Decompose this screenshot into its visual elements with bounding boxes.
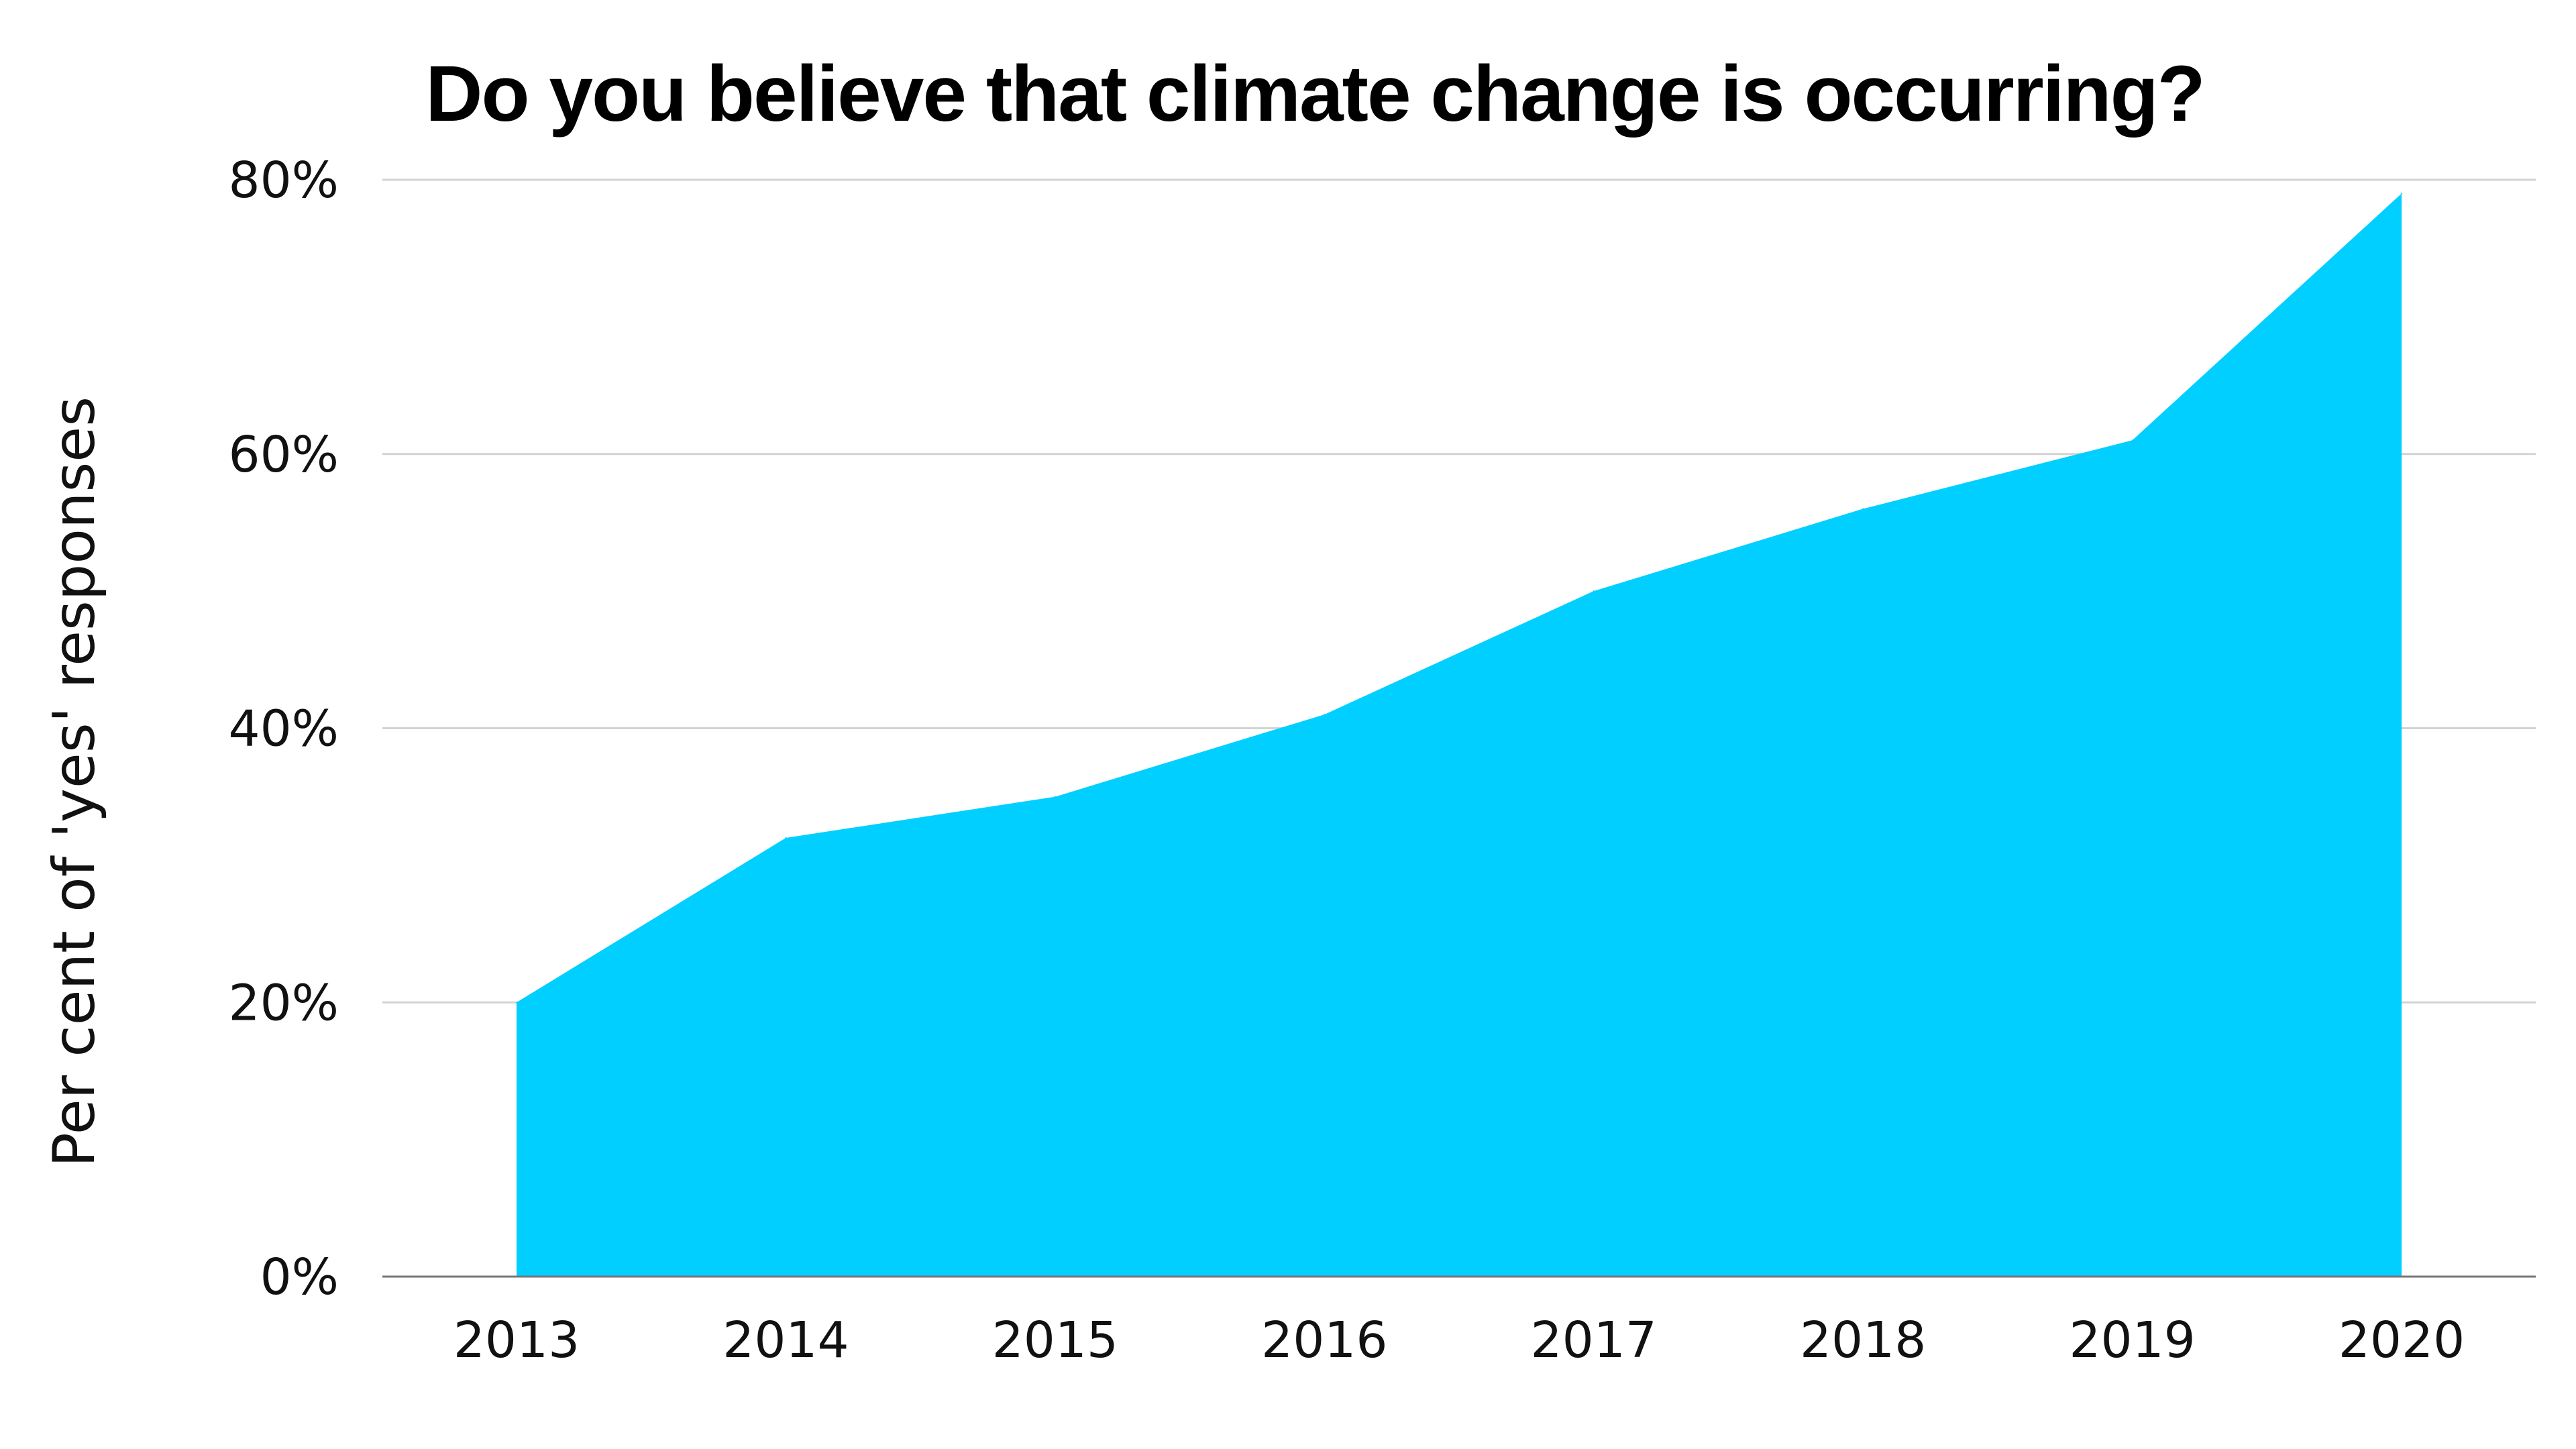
- x-axis-ticks: 2013 2014 2015 2016 2017 2018 2019 2020: [453, 1311, 2465, 1369]
- x-tick-label: 2013: [453, 1311, 580, 1369]
- x-tick-label: 2014: [722, 1311, 849, 1369]
- data-point-2014: [785, 837, 787, 839]
- x-tick-label: 2019: [2069, 1311, 2195, 1369]
- x-tick-label: 2016: [1261, 1311, 1387, 1369]
- y-tick-label: 40%: [229, 700, 339, 758]
- x-tick-label: 2015: [992, 1311, 1118, 1369]
- data-point-2016: [1324, 714, 1326, 716]
- y-tick-label: 0%: [260, 1248, 339, 1306]
- y-axis-label: Per cent of 'yes' responses: [41, 396, 108, 1167]
- data-point-2013: [516, 1002, 517, 1004]
- data-point-2018: [1862, 508, 1864, 510]
- data-point-2020: [2401, 193, 2402, 195]
- area-fill: [517, 193, 2402, 1277]
- x-tick-label: 2017: [1531, 1311, 1657, 1369]
- y-tick-label: 60%: [229, 426, 339, 484]
- y-tick-label: 20%: [229, 974, 339, 1032]
- area-series: [516, 193, 2402, 1277]
- data-point-2015: [1054, 796, 1056, 798]
- data-point-2019: [2131, 439, 2133, 441]
- y-axis-ticks: 0% 20% 40% 60% 80%: [229, 152, 339, 1306]
- data-point-2017: [1593, 590, 1595, 592]
- x-tick-label: 2020: [2339, 1311, 2465, 1369]
- x-tick-label: 2018: [1800, 1311, 1926, 1369]
- y-tick-label: 80%: [229, 152, 339, 209]
- chart-title: Do you believe that climate change is oc…: [425, 50, 2204, 138]
